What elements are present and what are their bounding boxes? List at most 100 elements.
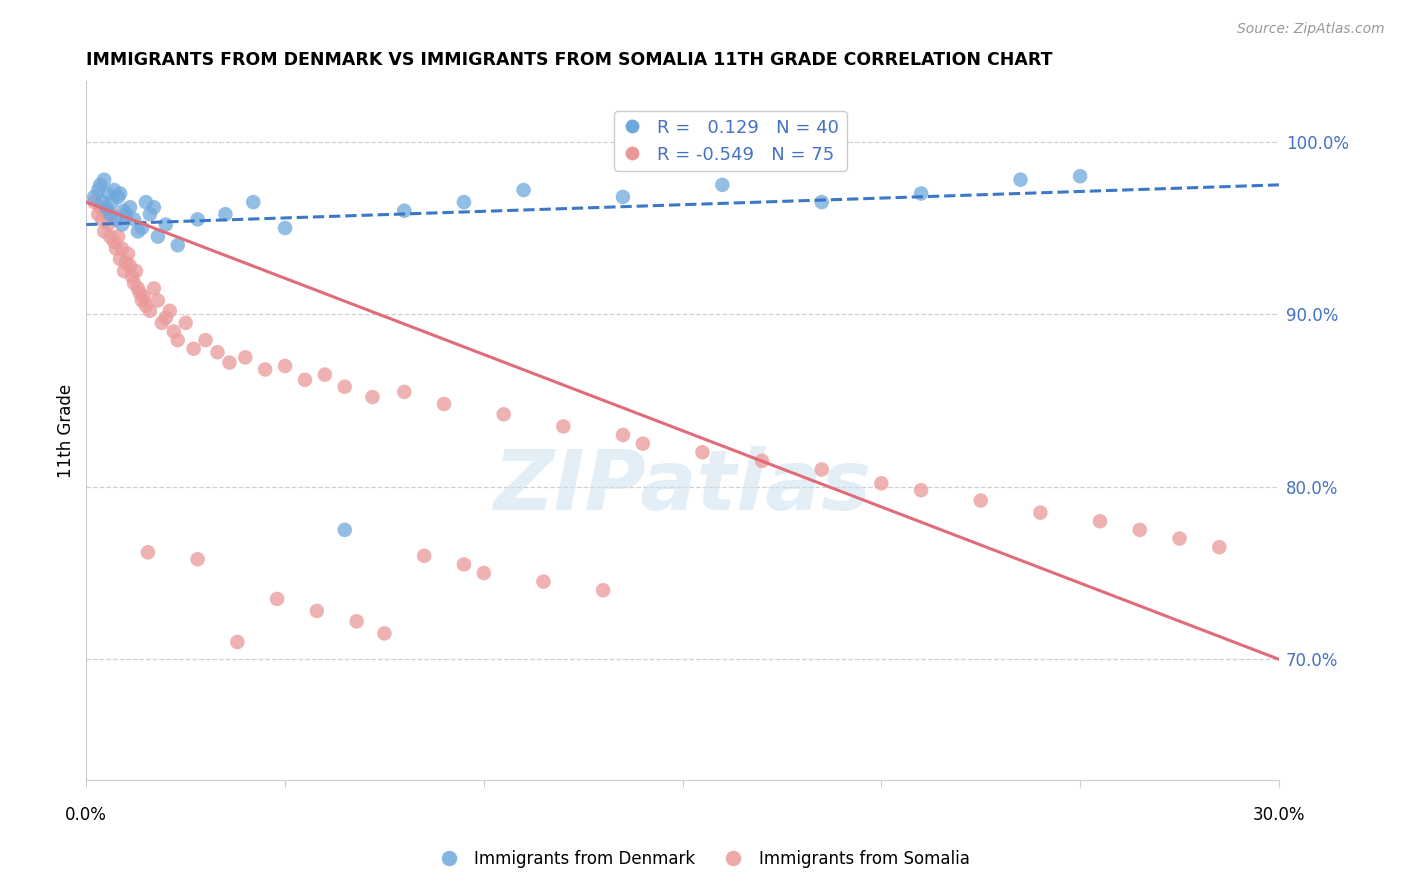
Point (187, 552, 209, 566)
Point (492, 407, 515, 421)
Point (711, 178, 734, 192)
Point (274, 221, 297, 235)
Point (101, 207, 124, 221)
Point (333, 380, 356, 394)
Point (112, 203, 135, 218)
Point (194, 333, 217, 347)
Point (146, 229, 169, 244)
Text: IMMIGRANTS FROM DENMARK VS IMMIGRANTS FROM SOMALIA 11TH GRADE CORRELATION CHART: IMMIGRANTS FROM DENMARK VS IMMIGRANTS FR… (86, 51, 1053, 69)
Point (453, 195, 475, 210)
Point (1029, 506, 1052, 520)
Legend: Immigrants from Denmark, Immigrants from Somalia: Immigrants from Denmark, Immigrants from… (429, 844, 977, 875)
Point (472, 566, 495, 580)
Point (910, 186, 932, 201)
Point (93, 224, 115, 238)
Point (394, 384, 416, 399)
Point (91, 212, 114, 227)
Point (111, 242, 134, 256)
Point (105, 212, 128, 227)
Point (115, 207, 138, 221)
Point (533, 574, 555, 589)
Point (107, 229, 129, 244)
Point (751, 454, 773, 468)
Point (218, 355, 240, 369)
Point (139, 207, 162, 221)
Point (135, 299, 157, 313)
Point (146, 293, 169, 308)
Point (810, 462, 832, 476)
Point (105, 242, 128, 256)
Point (93, 172, 115, 186)
Text: ZIPatlas: ZIPatlas (494, 446, 872, 527)
Point (97, 218, 120, 232)
Point (131, 293, 153, 308)
Point (121, 269, 143, 284)
Point (433, 397, 456, 411)
Legend: R =   0.129   N = 40, R = -0.549   N = 75: R = 0.129 N = 40, R = -0.549 N = 75 (614, 112, 846, 170)
Point (89, 200, 111, 214)
Point (187, 212, 209, 227)
Point (91, 195, 114, 210)
Point (108, 252, 131, 266)
Point (83, 190, 105, 204)
Point (96, 203, 118, 218)
Point (294, 373, 316, 387)
Point (118, 259, 141, 273)
Point (159, 303, 181, 318)
Point (131, 221, 153, 235)
Point (413, 549, 436, 563)
Point (101, 195, 124, 210)
Point (553, 419, 575, 434)
Point (242, 195, 264, 210)
Point (98, 207, 121, 221)
Point (1010, 172, 1032, 186)
Point (89, 178, 111, 192)
Point (111, 218, 134, 232)
Point (512, 183, 534, 197)
Point (346, 615, 368, 629)
Point (122, 212, 145, 227)
Point (96, 200, 118, 214)
Point (118, 200, 141, 214)
Point (103, 235, 125, 249)
Point (333, 523, 356, 537)
Point (83, 195, 105, 210)
Point (103, 183, 125, 197)
Point (87, 207, 110, 221)
Point (274, 359, 297, 373)
Point (692, 445, 714, 459)
Point (166, 333, 188, 347)
Point (108, 186, 131, 201)
Point (139, 303, 162, 318)
Point (163, 325, 186, 339)
Point (810, 195, 832, 210)
Point (1088, 514, 1111, 528)
Point (166, 238, 188, 252)
Point (127, 281, 149, 295)
Point (129, 286, 152, 301)
Point (87, 183, 110, 197)
Text: 0.0%: 0.0% (65, 805, 107, 824)
Point (98, 229, 121, 244)
Point (970, 493, 993, 508)
Point (122, 276, 145, 290)
Point (207, 345, 229, 359)
Point (127, 224, 149, 238)
Point (125, 264, 148, 278)
Point (97, 186, 120, 201)
Text: 30.0%: 30.0% (1253, 805, 1305, 824)
Point (155, 218, 177, 232)
Point (132, 290, 155, 304)
Point (1069, 169, 1091, 184)
Point (394, 203, 416, 218)
Point (117, 247, 139, 261)
Point (115, 255, 138, 269)
Point (254, 362, 277, 376)
Point (612, 428, 634, 442)
Point (150, 316, 173, 330)
Point (453, 558, 475, 572)
Point (174, 316, 197, 330)
Point (870, 476, 893, 491)
Point (112, 264, 135, 278)
Point (314, 368, 336, 382)
